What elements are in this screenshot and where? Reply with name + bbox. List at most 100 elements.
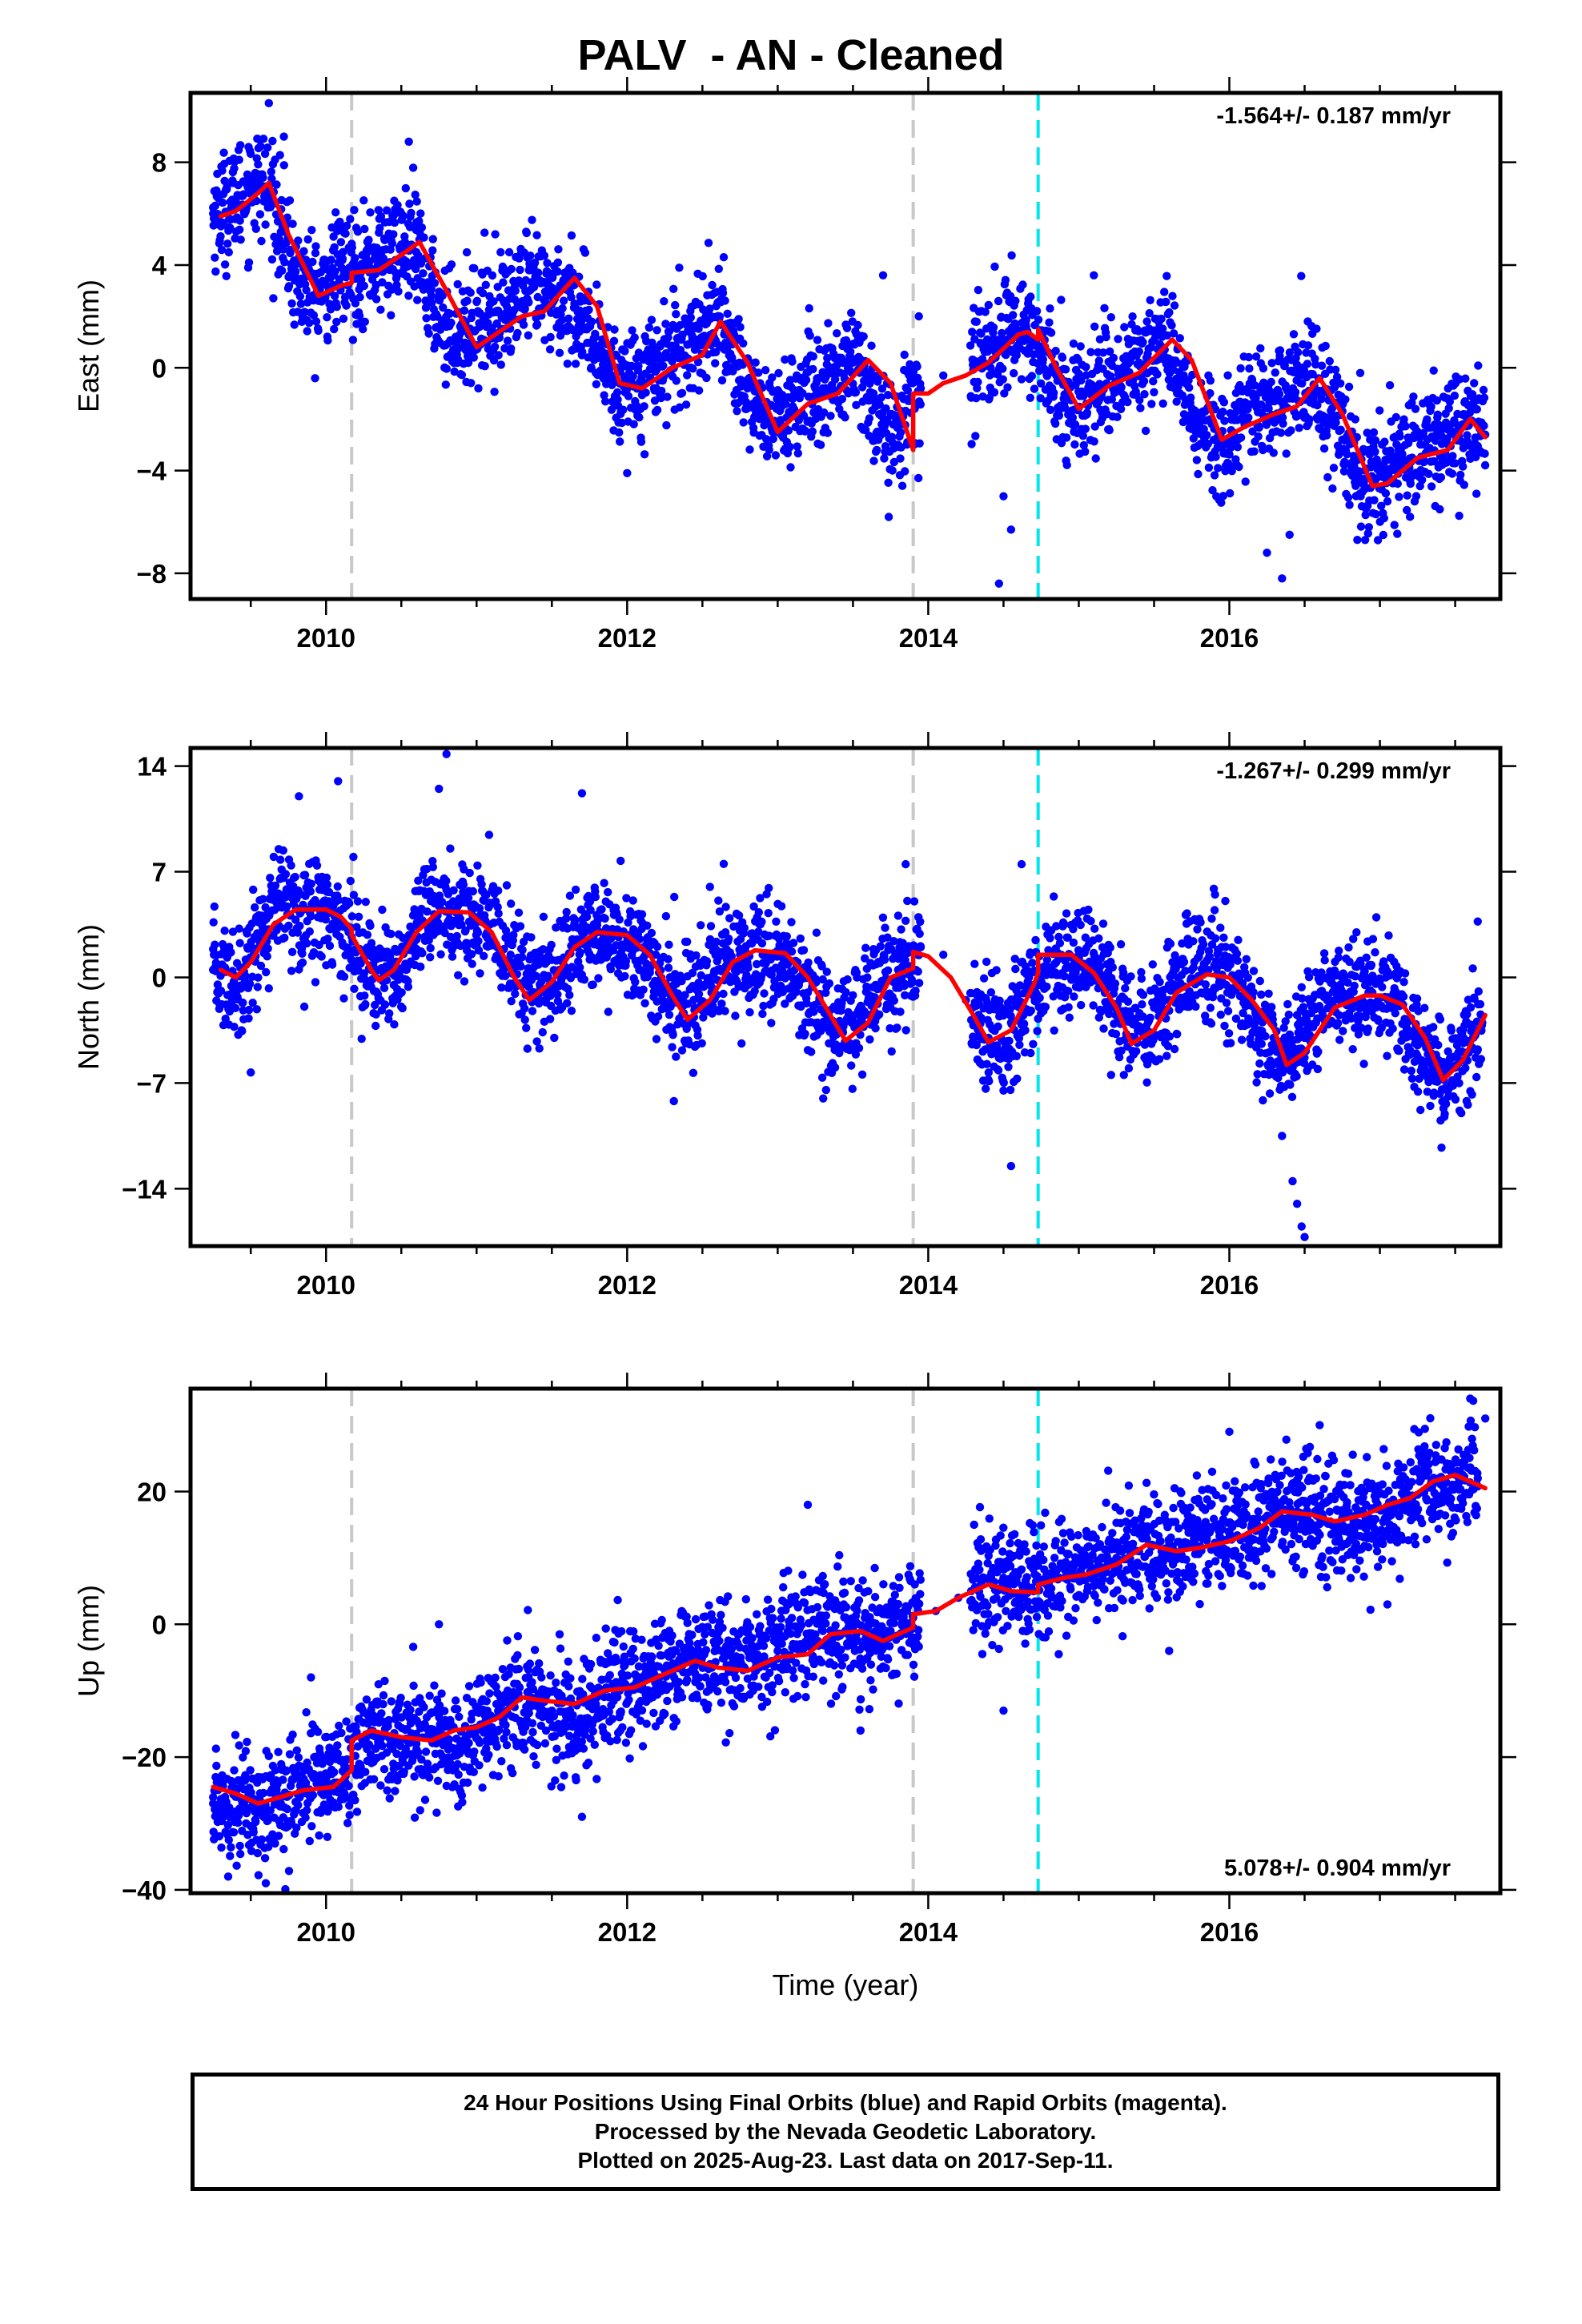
data-point: [652, 405, 662, 415]
data-point: [316, 879, 325, 887]
data-point: [644, 323, 653, 332]
data-point: [1077, 376, 1086, 385]
data-point: [1192, 456, 1202, 464]
data-point: [347, 243, 356, 252]
data-point: [262, 967, 271, 977]
data-point: [612, 388, 622, 397]
data-point: [1279, 419, 1287, 428]
data-point: [454, 971, 463, 980]
data-point: [412, 264, 420, 274]
data-point: [1117, 383, 1126, 392]
data-point: [540, 251, 549, 260]
data-point: [733, 407, 741, 416]
data-point: [284, 282, 294, 291]
data-point: [699, 305, 708, 314]
data-point: [782, 932, 791, 941]
data-point: [597, 905, 606, 914]
data-point: [744, 963, 753, 972]
data-point: [1245, 364, 1254, 373]
data-point: [615, 915, 624, 924]
data-point: [476, 969, 484, 978]
data-point: [550, 1033, 559, 1043]
data-point: [1175, 334, 1185, 343]
data-point: [743, 384, 752, 393]
data-points: [209, 99, 1490, 588]
data-point: [1287, 426, 1295, 435]
data-point: [341, 229, 350, 238]
data-point: [359, 281, 368, 291]
data-point: [881, 404, 890, 413]
rate-label: -1.564+/- 0.187 mm/yr: [1216, 103, 1451, 129]
data-point: [393, 200, 402, 210]
data-point: [761, 435, 771, 444]
data-point: [420, 233, 428, 242]
data-point: [1219, 398, 1229, 407]
data-point: [276, 855, 285, 864]
data-point: [1460, 480, 1469, 489]
data-point: [849, 991, 857, 1000]
data-point: [421, 304, 431, 312]
data-point: [1430, 456, 1439, 466]
data-point: [347, 912, 356, 921]
data-point: [333, 882, 342, 891]
data-point: [718, 288, 728, 298]
data-point: [475, 323, 484, 332]
data-point: [584, 305, 593, 315]
data-point: [1078, 432, 1088, 440]
data-point: [1102, 332, 1110, 342]
data-point: [580, 975, 589, 984]
data-point: [1479, 385, 1488, 395]
data-point: [863, 973, 872, 982]
data-point: [1381, 489, 1391, 498]
data-point: [871, 1023, 880, 1033]
data-point: [847, 308, 856, 317]
data-point: [430, 279, 440, 287]
data-point: [1021, 1026, 1030, 1035]
data-point: [994, 1066, 1003, 1075]
data-point: [516, 265, 524, 275]
data-point: [675, 263, 684, 272]
data-point: [441, 380, 450, 389]
data-point: [1472, 452, 1480, 461]
data-point: [1294, 348, 1303, 357]
data-point: [259, 135, 268, 143]
data-point: [350, 984, 359, 994]
data-point: [809, 1007, 818, 1016]
data-point: [1046, 405, 1055, 414]
data-point: [1303, 360, 1312, 368]
data-point: [877, 384, 887, 393]
data-point: [859, 332, 868, 341]
data-point: [764, 909, 773, 918]
data-point: [600, 914, 609, 923]
data-point: [1351, 481, 1360, 490]
data-point: [972, 317, 982, 326]
data-point: [1046, 328, 1056, 337]
data-point: [652, 943, 662, 951]
data-point: [715, 907, 725, 916]
data-point: [1086, 348, 1095, 356]
data-point: [974, 285, 983, 295]
data-point: [727, 951, 736, 961]
data-point: [532, 231, 541, 239]
data-point: [490, 342, 500, 352]
data-point: [671, 300, 680, 310]
data-point: [745, 445, 754, 454]
data-point: [819, 408, 829, 417]
data-point: [1147, 400, 1156, 408]
data-point: [875, 1010, 884, 1019]
data-point: [1338, 435, 1347, 444]
data-point: [364, 235, 373, 244]
data-point: [1062, 460, 1071, 469]
data-point: [1022, 316, 1030, 324]
data-point: [230, 164, 239, 173]
data-point: [291, 915, 300, 924]
data-point: [1404, 439, 1413, 448]
data-point: [861, 943, 870, 952]
data-point: [413, 296, 422, 304]
data-point: [1006, 1085, 1015, 1095]
data-point: [903, 896, 912, 906]
data-point: [1219, 492, 1228, 501]
data-point: [355, 292, 364, 302]
data-point: [1336, 379, 1345, 388]
data-point: [979, 974, 989, 983]
